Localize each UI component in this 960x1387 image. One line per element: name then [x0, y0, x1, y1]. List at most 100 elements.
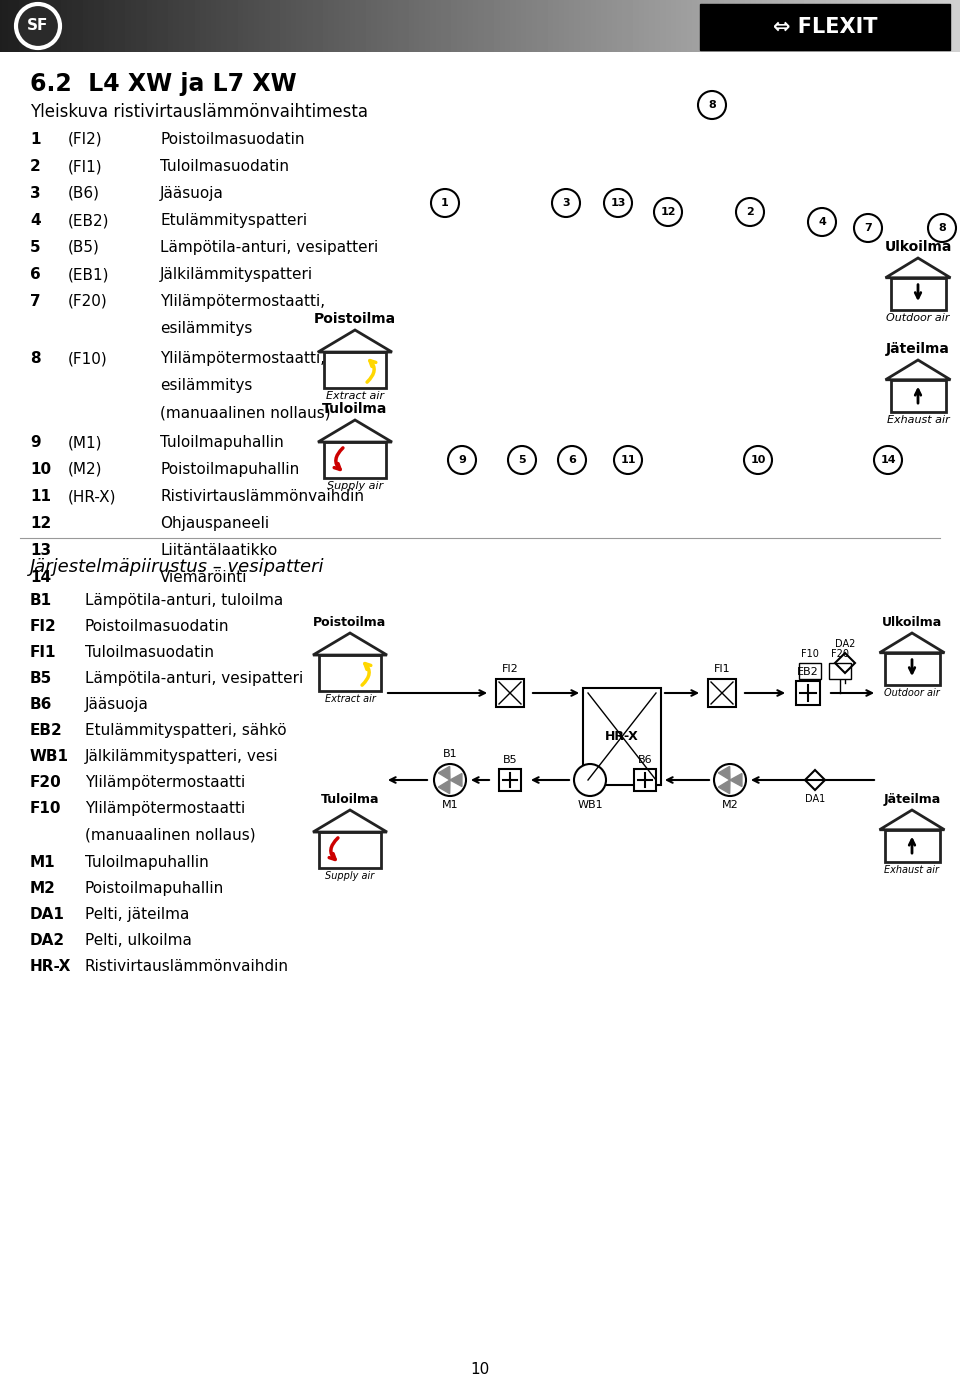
Text: 8: 8: [30, 351, 40, 366]
Text: DA1: DA1: [804, 793, 826, 804]
Text: 12: 12: [660, 207, 676, 216]
Text: Outdoor air: Outdoor air: [884, 688, 940, 698]
Text: DA1: DA1: [30, 907, 65, 922]
Text: Poistoilmapuhallin: Poistoilmapuhallin: [85, 881, 225, 896]
Text: 4: 4: [30, 214, 40, 227]
Text: B6: B6: [30, 698, 53, 712]
Text: Poistoilma: Poistoilma: [314, 312, 396, 326]
Text: 6: 6: [30, 268, 40, 282]
Text: Poistoilmapuhallin: Poistoilmapuhallin: [160, 462, 300, 477]
Text: 11: 11: [30, 490, 51, 503]
Bar: [829, 663, 851, 680]
Text: 8: 8: [708, 100, 716, 110]
Text: 2: 2: [30, 160, 40, 173]
Text: Ylilämpötermostaatti: Ylilämpötermostaatti: [85, 775, 245, 791]
Text: Yleiskuva ristivirtauslämmönvaihtimesta: Yleiskuva ristivirtauslämmönvaihtimesta: [30, 103, 368, 121]
Text: Ulkoilma: Ulkoilma: [884, 240, 951, 254]
Text: F20: F20: [30, 775, 61, 791]
Text: (F10): (F10): [68, 351, 108, 366]
Text: 10: 10: [30, 462, 51, 477]
Text: M1: M1: [442, 800, 458, 810]
Text: (HR-X): (HR-X): [68, 490, 116, 503]
Text: (M1): (M1): [68, 436, 103, 449]
Polygon shape: [439, 779, 450, 793]
Circle shape: [874, 447, 902, 474]
Text: (EB2): (EB2): [68, 214, 109, 227]
Text: Etulämmityspatteri: Etulämmityspatteri: [160, 214, 307, 227]
Text: B5: B5: [503, 755, 517, 766]
Bar: [634, 768, 656, 791]
Text: Ohjauspaneeli: Ohjauspaneeli: [160, 516, 269, 531]
Text: (B6): (B6): [68, 186, 100, 201]
Text: 5: 5: [30, 240, 40, 255]
Text: Supply air: Supply air: [326, 481, 383, 491]
Text: Exhaust air: Exhaust air: [887, 415, 949, 424]
Text: 7: 7: [30, 294, 40, 309]
Text: 13: 13: [611, 198, 626, 208]
Bar: [499, 768, 521, 791]
Polygon shape: [718, 767, 730, 779]
Bar: [708, 680, 736, 707]
Text: Etulämmityspatteri, sähkö: Etulämmityspatteri, sähkö: [85, 723, 287, 738]
Circle shape: [928, 214, 956, 241]
Text: EB2: EB2: [30, 723, 62, 738]
Polygon shape: [450, 774, 462, 786]
Text: Ristivirtauslämmönvaihdin: Ristivirtauslämmönvaihdin: [85, 958, 289, 974]
Text: 6.2  L4 XW ja L7 XW: 6.2 L4 XW ja L7 XW: [30, 72, 297, 96]
Circle shape: [604, 189, 632, 216]
Text: Ylilämpötermostaatti,: Ylilämpötermostaatti,: [160, 294, 325, 309]
Text: Tuloilmasuodatin: Tuloilmasuodatin: [160, 160, 289, 173]
Text: 10: 10: [751, 455, 766, 465]
Text: 6: 6: [568, 455, 576, 465]
Text: (manuaalinen nollaus): (manuaalinen nollaus): [85, 827, 255, 842]
Text: 10: 10: [470, 1362, 490, 1377]
Circle shape: [16, 4, 60, 49]
Text: Liitäntälaatikko: Liitäntälaatikko: [160, 542, 277, 558]
Text: 13: 13: [30, 542, 51, 558]
Text: Lämpötila-anturi, tuloilma: Lämpötila-anturi, tuloilma: [85, 594, 283, 608]
Circle shape: [552, 189, 580, 216]
Text: Pelti, jäteilma: Pelti, jäteilma: [85, 907, 189, 922]
Polygon shape: [718, 779, 730, 793]
Text: B1: B1: [30, 594, 52, 608]
Circle shape: [558, 447, 586, 474]
Text: Tuloilma: Tuloilma: [321, 793, 379, 806]
Text: 14: 14: [30, 570, 51, 585]
Text: HR-X: HR-X: [30, 958, 71, 974]
Text: SF: SF: [27, 18, 49, 33]
Circle shape: [431, 189, 459, 216]
Text: DA2: DA2: [835, 639, 855, 649]
Text: WB1: WB1: [30, 749, 69, 764]
Text: 2: 2: [746, 207, 754, 216]
Text: Pelti, ulkoilma: Pelti, ulkoilma: [85, 933, 192, 947]
Text: 14: 14: [880, 455, 896, 465]
Text: Tuloilmasuodatin: Tuloilmasuodatin: [85, 645, 214, 660]
Text: F10: F10: [801, 649, 819, 659]
Text: Viemäröinti: Viemäröinti: [160, 570, 248, 585]
Circle shape: [698, 92, 726, 119]
Circle shape: [448, 447, 476, 474]
Text: Poistoilmasuodatin: Poistoilmasuodatin: [160, 132, 304, 147]
Text: 12: 12: [30, 516, 51, 531]
Text: F20: F20: [831, 649, 849, 659]
Text: M2: M2: [722, 800, 738, 810]
Text: Ulkoilma: Ulkoilma: [882, 616, 942, 628]
Text: 3: 3: [30, 186, 40, 201]
Text: Tuloilmapuhallin: Tuloilmapuhallin: [160, 436, 284, 449]
Polygon shape: [439, 767, 450, 779]
Text: F10: F10: [30, 802, 61, 816]
Text: Exhaust air: Exhaust air: [884, 865, 940, 875]
Circle shape: [736, 198, 764, 226]
Text: esilämmitys: esilämmitys: [160, 320, 252, 336]
Text: HR-X: HR-X: [605, 730, 638, 743]
Text: Jääsuoja: Jääsuoja: [85, 698, 149, 712]
Text: 9: 9: [30, 436, 40, 449]
Circle shape: [714, 764, 746, 796]
Text: Jälkilämmityspatteri, vesi: Jälkilämmityspatteri, vesi: [85, 749, 278, 764]
Text: Ylilämpötermostaatti,: Ylilämpötermostaatti,: [160, 351, 325, 366]
Circle shape: [744, 447, 772, 474]
Polygon shape: [730, 774, 742, 786]
Text: Jääsuoja: Jääsuoja: [160, 186, 224, 201]
Text: esilämmitys: esilämmitys: [160, 379, 252, 393]
Text: Järjestelmäpiirustus – vesipatteri: Järjestelmäpiirustus – vesipatteri: [30, 558, 324, 576]
